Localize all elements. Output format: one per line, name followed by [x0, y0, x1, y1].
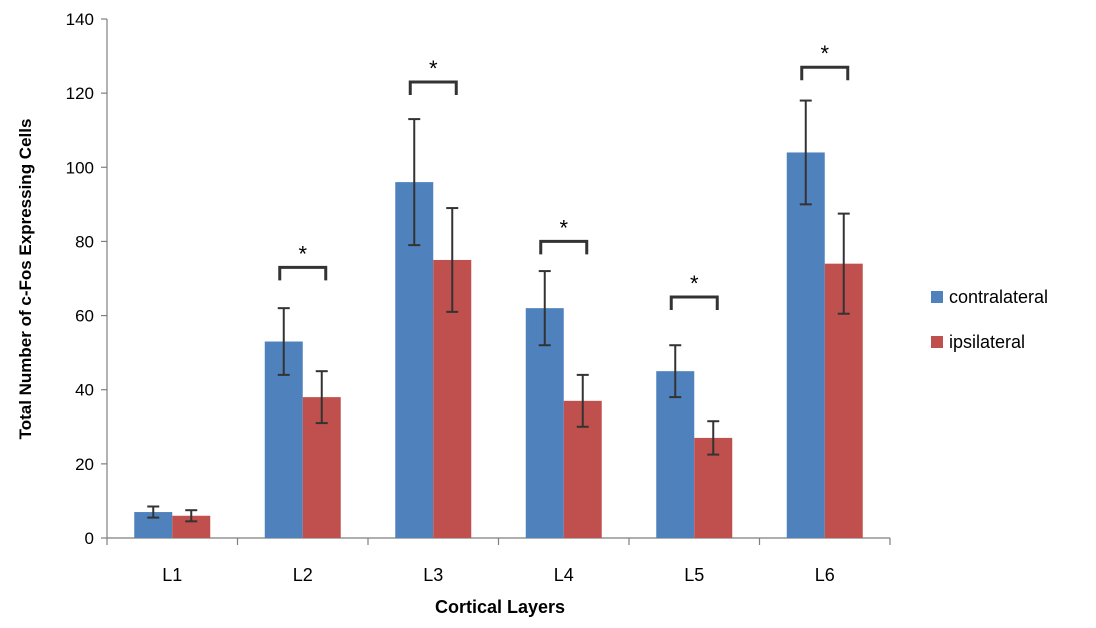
legend-label-ipsilateral: ipsilateral	[949, 332, 1025, 352]
x-tick-label: L6	[815, 565, 835, 585]
x-tick-label: L4	[554, 565, 574, 585]
significance-bracket	[408, 80, 458, 96]
legend-swatch-ipsilateral	[931, 336, 943, 348]
error-bars	[147, 99, 850, 523]
significance-bracket	[539, 239, 589, 255]
bars	[134, 152, 863, 538]
y-tick-label: 120	[66, 84, 94, 103]
y-tick-label: 20	[75, 455, 94, 474]
x-axis-title: Cortical Layers	[435, 597, 565, 617]
significance-asterisk: *	[429, 56, 438, 81]
x-tick-label: L5	[684, 565, 704, 585]
significance-bracket	[669, 295, 719, 311]
y-tick-label: 100	[66, 158, 94, 177]
bar-contralateral-L6	[786, 152, 825, 538]
legend-label-contralateral: contralateral	[949, 287, 1048, 307]
y-tick-label: 80	[75, 232, 94, 251]
significance-asterisk: *	[690, 271, 699, 296]
significance-bracket	[278, 265, 328, 281]
x-tick-label: L2	[293, 565, 313, 585]
legend-swatch-contralateral	[931, 291, 943, 303]
y-tick-label: 60	[75, 307, 94, 326]
y-tick-label: 0	[85, 529, 94, 548]
significance-bracket	[800, 65, 850, 81]
significance-asterisk: *	[820, 41, 829, 66]
axes: 0 20 40 60 80 100 120 140 L1 L2 L3 L4 L5 L6	[66, 10, 891, 585]
y-tick-label: 40	[75, 381, 94, 400]
bar-contralateral-L4	[525, 308, 564, 538]
x-tick-label: L3	[423, 565, 443, 585]
y-tick-label: 140	[66, 10, 94, 29]
bar-ipsilateral-L1	[172, 515, 211, 538]
y-axis-title: Total Number of c-Fos Expressing Cells	[16, 119, 35, 440]
legend: contralateral ipsilateral	[931, 287, 1048, 352]
significance-markers: * * * * *	[278, 41, 850, 311]
significance-asterisk: *	[298, 241, 307, 266]
x-tick-label: L1	[162, 565, 182, 585]
bar-contralateral-L5	[656, 371, 695, 538]
significance-asterisk: *	[559, 215, 568, 240]
